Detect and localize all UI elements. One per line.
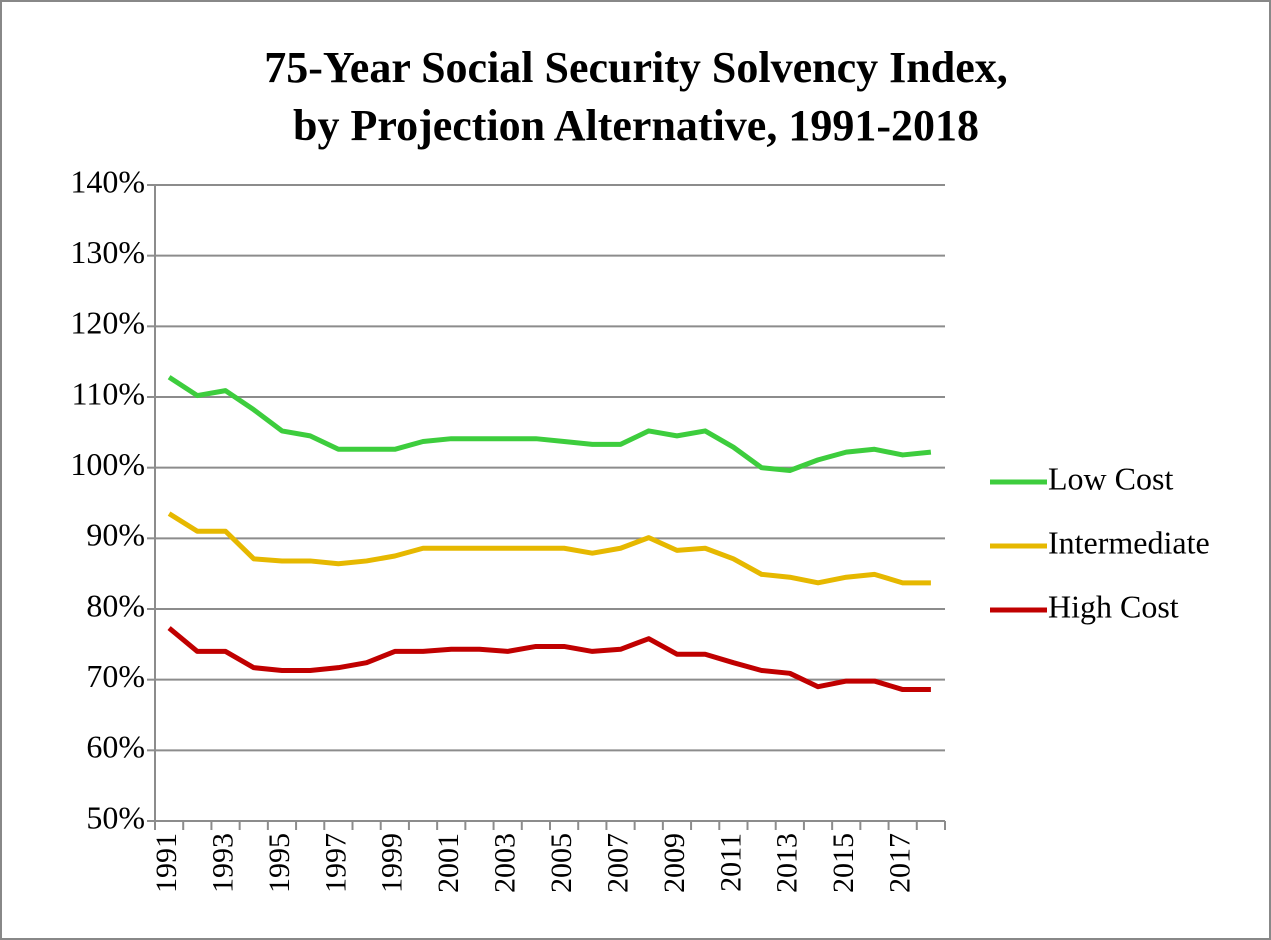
x-tick-label: 2017 xyxy=(884,833,917,893)
x-tick-label: 2011 xyxy=(714,833,747,892)
y-tick-label: 70% xyxy=(86,658,145,694)
x-tick-label: 2003 xyxy=(489,833,522,893)
x-tick-label: 1997 xyxy=(319,833,352,893)
x-tick-label: 1991 xyxy=(150,833,183,893)
x-tick-label: 2015 xyxy=(827,833,860,893)
series-line xyxy=(167,375,932,473)
y-tick-label: 50% xyxy=(86,799,145,835)
legend-label: Low Cost xyxy=(1048,460,1173,496)
legend-label: High Cost xyxy=(1048,588,1179,624)
x-tick-label: 2013 xyxy=(771,833,804,893)
series-line xyxy=(167,511,931,586)
y-tick-label: 110% xyxy=(72,375,145,411)
x-tick-label: 1993 xyxy=(206,833,239,893)
x-tick-label: 2007 xyxy=(601,833,634,893)
x-tick-label: 2005 xyxy=(545,833,578,893)
y-tick-label: 90% xyxy=(86,517,145,553)
y-tick-label: 120% xyxy=(70,305,145,341)
chart-title: 75-Year Social Security Solvency Index, xyxy=(264,43,1008,92)
y-tick-label: 140% xyxy=(70,163,145,199)
x-tick-label: 2001 xyxy=(432,833,465,893)
y-tick-label: 100% xyxy=(70,446,145,482)
y-tick-label: 130% xyxy=(70,234,145,270)
y-tick-label: 80% xyxy=(86,587,145,623)
series-line xyxy=(167,626,931,693)
x-tick-label: 1999 xyxy=(376,833,409,893)
x-tick-label: 1995 xyxy=(263,833,296,893)
legend-label: Intermediate xyxy=(1048,524,1210,560)
x-tick-label: 2009 xyxy=(658,833,691,893)
chart-title: by Projection Alternative, 1991-2018 xyxy=(293,101,979,150)
y-tick-label: 60% xyxy=(86,729,145,765)
